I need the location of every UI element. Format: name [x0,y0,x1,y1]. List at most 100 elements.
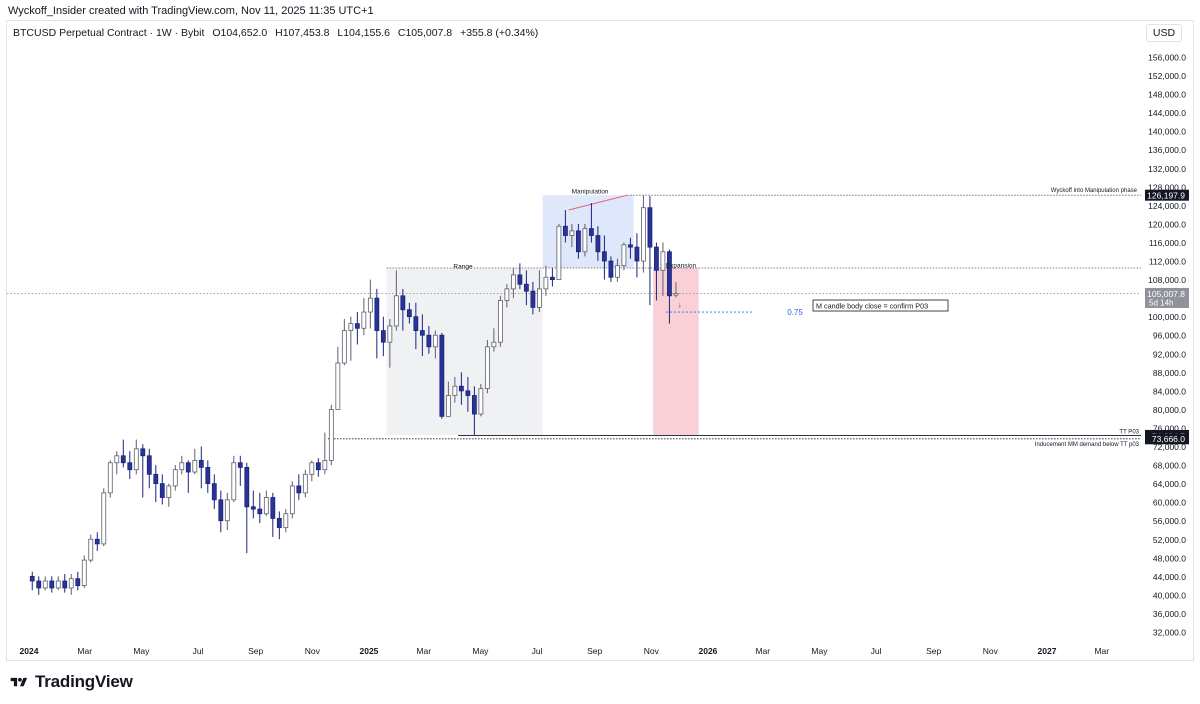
candle-body [654,246,659,271]
x-tick-label: Mar [1094,646,1109,656]
candle-body [595,235,601,253]
x-tick-label: May [472,646,489,656]
x-tick-label: Mar [416,646,431,656]
candle-body [530,290,536,308]
candle-body [153,473,159,485]
x-tick-label: May [811,646,828,656]
candle-body [465,390,471,396]
candle-body [543,276,549,290]
y-tick-label: 96,000.0 [1153,331,1186,341]
y-tick-label: 88,000.0 [1153,368,1186,378]
candle-body [159,483,165,498]
candle-body [563,225,568,236]
confirm-callout-box [812,299,949,312]
candle-body [198,460,204,468]
candle-body [536,288,542,308]
price-tag-current: 105,007.8 [1147,289,1185,299]
candle-body [380,330,386,343]
expansion-label: Expansion [666,263,697,270]
candle-body [205,466,211,485]
candle-body [107,462,113,494]
candle-body [660,251,666,271]
candle-body [179,462,185,471]
x-tick-label: 2027 [1038,646,1057,656]
candle-body [302,473,308,494]
candle-body [166,485,172,498]
candle-body [127,462,133,471]
x-tick-label: Mar [77,646,92,656]
x-tick-label: Sep [248,646,263,656]
candle-body [335,362,341,410]
y-tick-label: 128,000.0 [1148,182,1186,192]
candle-body [582,228,588,253]
candle-body [101,492,107,545]
candle-body [237,462,243,468]
candle-body [549,276,555,280]
candle-body [647,207,653,248]
open-label: O [212,27,221,39]
candle-body [88,538,94,561]
candle-body [296,485,302,494]
y-tick-label: 136,000.0 [1148,145,1186,155]
y-tick-label: 76,000.0 [1153,423,1186,433]
tradingview-logo-icon [10,677,28,686]
candle-body [192,460,198,473]
x-tick-label: Nov [305,646,321,656]
candle-body [667,251,672,297]
y-tick-label: 156,000.0 [1148,53,1186,63]
candle-body [504,288,510,301]
high-label: H [275,27,283,39]
symbol-info-line: BTCUSD Perpetual Contract · 1W · Bybit O… [13,27,538,39]
chart-credit: Wyckoff_Insider created with TradingView… [8,5,374,17]
candle-body [491,341,497,348]
candle-body [471,395,477,415]
candle-body [49,580,55,589]
candle-body [641,207,646,262]
candle-body [146,455,152,475]
y-tick-label: 120,000.0 [1148,219,1186,229]
x-tick-label: Mar [755,646,770,656]
symbol-name[interactable]: BTCUSD Perpetual Contract · 1W · Bybit [13,27,205,39]
y-tick-label: 40,000.0 [1153,590,1186,600]
x-tick-label: Nov [983,646,999,656]
range-label: Range [453,264,473,271]
candle-body [172,469,178,487]
candle-body [510,274,516,290]
candle-body [75,578,81,587]
candle-body [218,499,224,522]
y-tick-label: 64,000.0 [1153,479,1186,489]
candle-body [406,309,412,318]
fib-075-label: 0.75 [787,308,803,317]
y-tick-label: 56,000.0 [1153,516,1186,526]
down-arrow-icon: ↓ [678,300,682,309]
change-value: +355.8 (+0.34%) [460,27,539,39]
price-tag-manipulation-high-bg [1145,189,1189,201]
close-label: C [397,27,406,39]
candle-body [478,388,484,415]
candle-body [615,265,620,278]
price-tag-countdown: 5d 14h [1149,298,1173,307]
candle-body [94,538,100,545]
candle-body [602,251,607,262]
y-tick-label: 36,000.0 [1153,609,1186,619]
candle-body [393,295,399,327]
candle-body [328,409,334,461]
currency-button[interactable]: USD [1146,24,1182,42]
y-tick-label: 68,000.0 [1153,461,1186,471]
price-tag-inducement-bg [1145,433,1189,445]
candle-body [36,580,42,589]
y-tick-label: 44,000.0 [1153,572,1186,582]
price-tag-inducement: 73,666.0 [1152,434,1185,444]
candle-body [55,580,61,589]
candle-body [244,466,250,508]
candle-body [315,462,321,471]
candle-body [289,485,295,515]
candle-body [42,580,48,589]
x-tick-label: Nov [644,646,660,656]
x-tick-label: May [133,646,150,656]
manipulation-zone [542,195,634,268]
candle-body [114,455,120,464]
candle-body [224,499,230,522]
candle-body [348,323,354,331]
